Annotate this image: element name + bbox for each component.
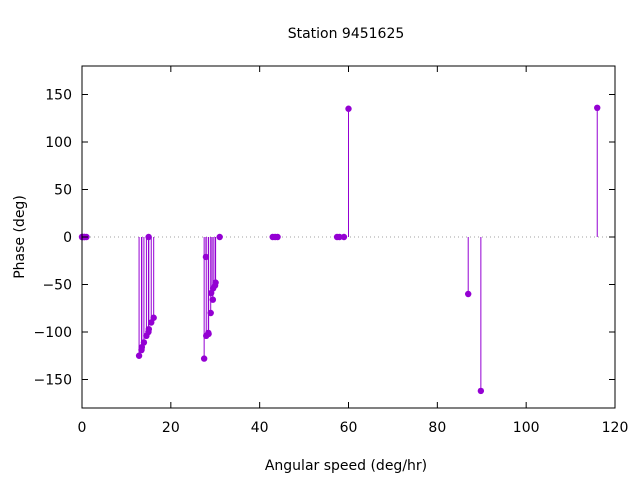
- x-tick-label: 100: [513, 420, 540, 436]
- y-tick-label: 100: [45, 135, 72, 151]
- y-tick-label: −150: [34, 373, 72, 389]
- data-point: [209, 296, 217, 303]
- data-point: [336, 233, 343, 241]
- y-axis-label: Phase (deg): [12, 195, 28, 279]
- x-tick-label: 60: [340, 420, 358, 436]
- data-point: [150, 314, 157, 321]
- data-point: [207, 309, 214, 317]
- data-point: [148, 319, 155, 326]
- x-tick-label: 80: [428, 420, 446, 436]
- data-point: [274, 233, 281, 241]
- data-point: [216, 233, 223, 241]
- y-tick-label: −100: [34, 325, 72, 341]
- y-axis-ticks: −150 −100 −50 0 50 100 150: [34, 88, 615, 389]
- y-tick-label: 0: [63, 230, 72, 246]
- data-point: [205, 330, 212, 338]
- x-tick-label: 120: [602, 420, 629, 436]
- data-point: [594, 104, 601, 112]
- data-marks: [78, 104, 601, 395]
- x-axis-ticks: 0 20 40 60 80 100 120: [78, 66, 629, 436]
- y-tick-label: −50: [42, 278, 72, 294]
- data-point: [145, 325, 153, 333]
- data-point: [135, 352, 143, 359]
- data-point: [345, 105, 352, 112]
- data-point: [145, 233, 152, 241]
- data-point: [465, 290, 472, 298]
- x-tick-label: 0: [78, 420, 87, 436]
- data-point: [140, 339, 148, 346]
- data-point: [200, 355, 208, 362]
- chart-title: Station 9451625: [288, 26, 405, 42]
- data-point: [340, 233, 348, 241]
- x-axis-label: Angular speed (deg/hr): [265, 458, 427, 474]
- data-point: [212, 279, 219, 286]
- data-point: [477, 387, 485, 395]
- y-tick-label: 50: [54, 183, 72, 199]
- x-tick-label: 20: [162, 420, 180, 436]
- y-tick-label: 150: [45, 88, 72, 104]
- x-tick-label: 40: [251, 420, 269, 436]
